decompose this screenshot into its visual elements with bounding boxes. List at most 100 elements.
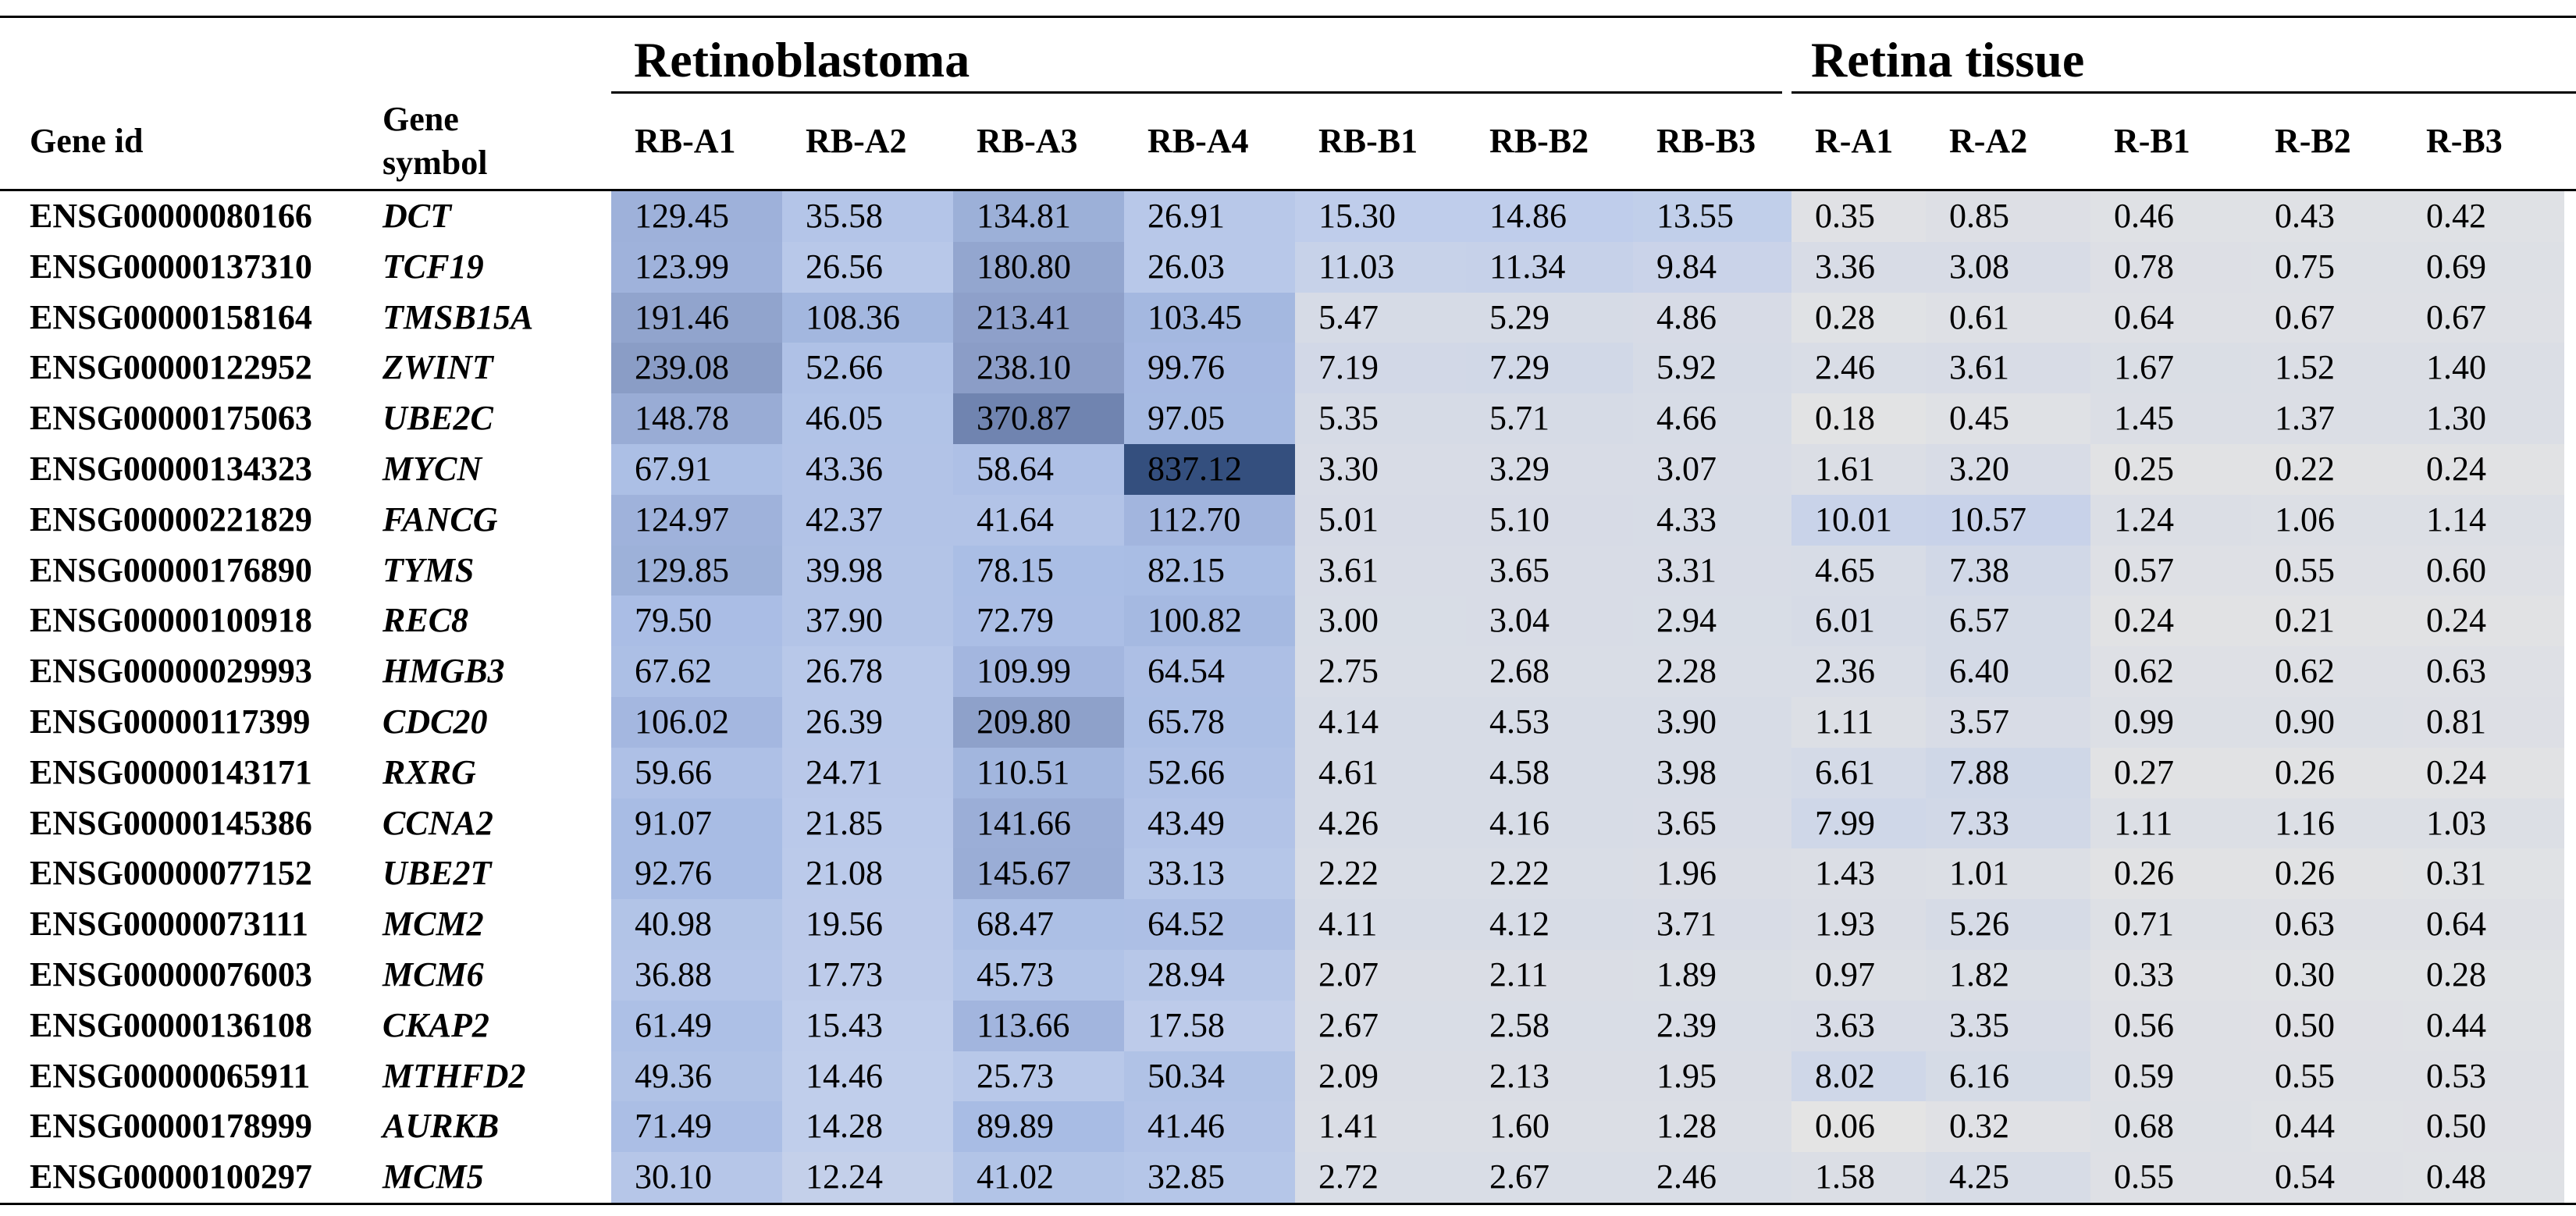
value: 0.21 bbox=[2275, 601, 2335, 640]
heat-cell bbox=[2251, 191, 2403, 243]
value: 123.99 bbox=[635, 247, 729, 286]
value: 1.82 bbox=[1949, 955, 2009, 994]
heat-cell bbox=[1124, 292, 1296, 343]
value: 1.40 bbox=[2426, 348, 2486, 387]
value: 2.72 bbox=[1318, 1157, 1379, 1196]
heat-cell bbox=[1926, 393, 2091, 445]
value: 0.55 bbox=[2114, 1157, 2174, 1196]
heat-cell bbox=[1791, 848, 1927, 900]
value: 0.90 bbox=[2275, 702, 2335, 741]
heat-cell bbox=[1633, 1101, 1792, 1153]
heat-cell bbox=[2090, 1101, 2252, 1153]
heat-cell bbox=[1295, 899, 1467, 951]
value: 0.67 bbox=[2426, 297, 2486, 336]
heat-cell bbox=[1124, 1051, 1296, 1102]
heat-cell bbox=[2403, 191, 2564, 243]
heat-cell bbox=[1633, 798, 1792, 849]
heat-cell bbox=[1791, 1101, 1927, 1153]
value: 0.75 bbox=[2275, 247, 2335, 286]
column-header: R-B1 bbox=[2114, 122, 2190, 160]
heat-cell bbox=[2251, 1101, 2403, 1153]
value: 59.66 bbox=[635, 752, 712, 791]
heat-cell bbox=[1633, 545, 1792, 596]
value: 67.91 bbox=[635, 450, 712, 488]
value: 238.10 bbox=[977, 348, 1071, 387]
heat-cell bbox=[611, 1000, 783, 1052]
heat-cell bbox=[1295, 494, 1467, 546]
value: 0.24 bbox=[2426, 450, 2486, 488]
value: 141.66 bbox=[977, 803, 1071, 842]
heat-cell bbox=[782, 899, 954, 951]
value: 2.22 bbox=[1489, 854, 1550, 893]
heat-cell bbox=[1295, 191, 1467, 243]
heat-cell bbox=[782, 596, 954, 647]
value: 6.61 bbox=[1815, 752, 1875, 791]
value: 4.66 bbox=[1656, 399, 1717, 438]
value: 3.65 bbox=[1656, 803, 1717, 842]
value: 5.92 bbox=[1656, 348, 1717, 387]
value: 99.76 bbox=[1147, 348, 1225, 387]
heat-cell bbox=[1926, 697, 2091, 748]
bottom-rule bbox=[0, 1203, 2576, 1205]
value: 25.73 bbox=[977, 1056, 1054, 1095]
header-rule bbox=[0, 189, 2576, 191]
heat-cell bbox=[2090, 697, 2252, 748]
value: 42.37 bbox=[806, 500, 883, 539]
value: 1.06 bbox=[2275, 500, 2335, 539]
value: 1.14 bbox=[2426, 500, 2486, 539]
value: 837.12 bbox=[1147, 450, 1242, 488]
heat-cell bbox=[782, 292, 954, 343]
value: 1.11 bbox=[1815, 702, 1874, 741]
heat-cell bbox=[1633, 292, 1792, 343]
value: 17.73 bbox=[806, 955, 883, 994]
value: 1.52 bbox=[2275, 348, 2335, 387]
gene-id: ENSG00000117399 bbox=[30, 702, 311, 741]
heat-cell bbox=[1124, 596, 1296, 647]
heat-cell bbox=[2403, 241, 2564, 293]
gene-symbol: MCM2 bbox=[382, 905, 484, 944]
value: 41.64 bbox=[977, 500, 1054, 539]
heat-cell bbox=[1926, 1101, 2091, 1153]
gene-id: ENSG00000145386 bbox=[30, 803, 312, 842]
column-header: R-B2 bbox=[2275, 122, 2351, 160]
value: 61.49 bbox=[635, 1005, 712, 1044]
heat-cell bbox=[2090, 191, 2252, 243]
heat-cell bbox=[1791, 1000, 1927, 1052]
heat-cell bbox=[1791, 292, 1927, 343]
heat-cell bbox=[2090, 241, 2252, 293]
value: 0.28 bbox=[2426, 955, 2486, 994]
value: 0.99 bbox=[2114, 702, 2174, 741]
heat-cell bbox=[1124, 393, 1296, 445]
value: 0.06 bbox=[1815, 1107, 1875, 1146]
heat-cell bbox=[1926, 1152, 2091, 1204]
heat-cell bbox=[782, 747, 954, 799]
heat-cell bbox=[1295, 747, 1467, 799]
value: 33.13 bbox=[1147, 854, 1225, 893]
heat-cell bbox=[1295, 798, 1467, 849]
column-header: R-A1 bbox=[1815, 122, 1894, 160]
heat-cell bbox=[611, 798, 783, 849]
heat-cell bbox=[953, 241, 1125, 293]
value: 3.65 bbox=[1489, 550, 1550, 589]
gene-symbol: MCM5 bbox=[382, 1157, 484, 1196]
value: 37.90 bbox=[806, 601, 883, 640]
heat-cell bbox=[953, 1152, 1125, 1204]
value: 68.47 bbox=[977, 905, 1054, 944]
value: 89.89 bbox=[977, 1107, 1054, 1146]
value: 1.45 bbox=[2114, 399, 2174, 438]
gene-id: ENSG00000080166 bbox=[30, 197, 312, 235]
value: 0.56 bbox=[2114, 1005, 2174, 1044]
value: 0.97 bbox=[1815, 955, 1875, 994]
heat-cell bbox=[1791, 1051, 1927, 1102]
value: 1.43 bbox=[1815, 854, 1875, 893]
value: 1.28 bbox=[1656, 1107, 1717, 1146]
value: 4.58 bbox=[1489, 752, 1550, 791]
heat-cell bbox=[782, 1051, 954, 1102]
heat-cell bbox=[1633, 848, 1792, 900]
heat-cell bbox=[611, 1101, 783, 1153]
top-rule bbox=[0, 16, 2576, 18]
heat-cell bbox=[953, 950, 1125, 1001]
gene-id: ENSG00000073111 bbox=[30, 905, 308, 944]
gene-symbol: UBE2C bbox=[382, 399, 493, 438]
